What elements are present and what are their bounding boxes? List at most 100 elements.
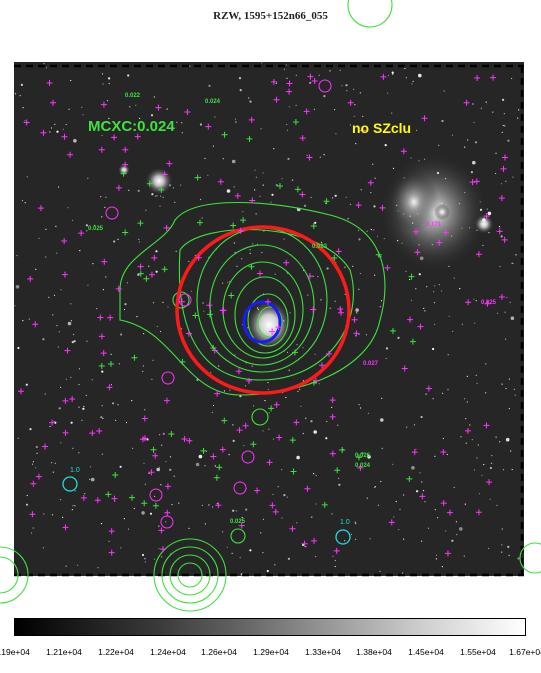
star (30, 532, 33, 534)
star (143, 462, 145, 464)
star (296, 207, 301, 212)
star (310, 252, 312, 254)
star (431, 244, 433, 246)
star (503, 113, 505, 115)
star (473, 121, 475, 124)
star (232, 439, 235, 442)
star (306, 154, 308, 156)
star (159, 205, 161, 207)
star (272, 493, 274, 496)
star (17, 437, 19, 439)
star (223, 390, 225, 392)
star (239, 557, 241, 559)
star (83, 405, 85, 408)
star (337, 424, 339, 426)
star (152, 302, 155, 304)
star (156, 467, 160, 472)
star (158, 548, 160, 550)
star (189, 65, 191, 67)
star (87, 177, 89, 179)
star (101, 134, 103, 137)
star (373, 205, 376, 208)
star (101, 73, 104, 75)
star (239, 89, 242, 92)
star (194, 254, 196, 257)
star (303, 204, 307, 207)
star (411, 83, 413, 85)
star (370, 192, 372, 194)
star (32, 461, 34, 463)
star (395, 500, 397, 503)
star (181, 132, 183, 134)
star (52, 314, 54, 316)
star (488, 232, 490, 234)
star (138, 238, 140, 240)
star (195, 462, 200, 467)
star (56, 252, 58, 254)
star (232, 424, 234, 426)
star (53, 294, 56, 296)
star (72, 447, 74, 449)
star (52, 471, 54, 473)
star (426, 286, 428, 288)
star (504, 125, 506, 127)
star (244, 385, 247, 387)
star (487, 211, 492, 216)
star (212, 404, 215, 407)
star (203, 310, 205, 312)
star (104, 206, 106, 208)
star (385, 357, 387, 360)
star (79, 250, 81, 252)
star (216, 503, 218, 505)
star (36, 452, 38, 454)
star (320, 299, 322, 301)
star (334, 109, 336, 111)
star (437, 517, 439, 519)
star (56, 325, 58, 327)
star (361, 452, 364, 455)
star (67, 207, 69, 209)
star (315, 475, 317, 477)
star (358, 467, 360, 469)
star (170, 553, 172, 555)
star (226, 189, 231, 193)
star (87, 284, 89, 286)
star (38, 237, 40, 239)
colorbar-tick: 1.55e+04 (460, 647, 496, 657)
star (325, 437, 328, 440)
star (60, 386, 62, 388)
star (505, 180, 507, 182)
colorbar-tick: 1.24e+04 (150, 647, 186, 657)
star (302, 380, 304, 382)
star (404, 67, 406, 70)
star (161, 556, 163, 558)
star (101, 453, 103, 455)
star (127, 528, 130, 530)
star (110, 384, 112, 386)
star (451, 539, 454, 542)
star (329, 70, 331, 72)
star (362, 115, 364, 117)
star (398, 529, 400, 531)
star (374, 274, 376, 276)
star (91, 379, 93, 381)
star (374, 486, 376, 488)
star (403, 125, 405, 127)
star (151, 193, 154, 196)
star (447, 389, 449, 391)
star (120, 333, 123, 336)
star (469, 424, 471, 426)
star (86, 340, 88, 342)
star (148, 472, 150, 474)
star (245, 508, 248, 511)
star (415, 288, 417, 290)
star (56, 130, 59, 133)
star (370, 228, 372, 231)
star (70, 376, 72, 378)
star (455, 521, 457, 523)
star (50, 127, 53, 129)
star (123, 308, 126, 311)
star (150, 114, 154, 117)
star (208, 256, 210, 258)
star (21, 200, 24, 202)
